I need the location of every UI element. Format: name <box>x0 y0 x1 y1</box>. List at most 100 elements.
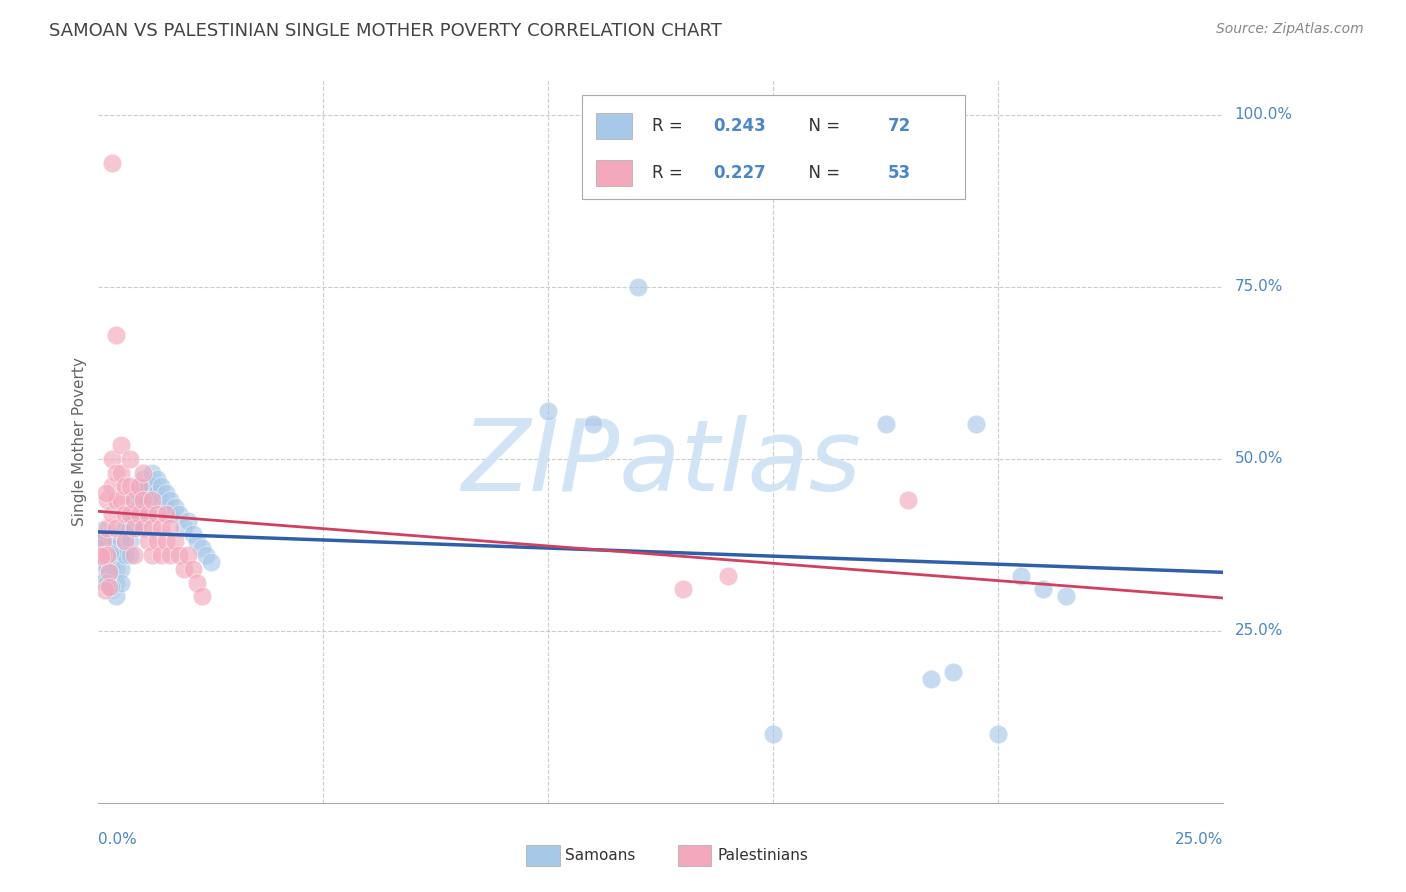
Point <box>101 541 124 556</box>
Point <box>186 575 208 590</box>
Point <box>124 493 146 508</box>
Point <box>101 156 124 170</box>
Point <box>118 507 141 521</box>
Point <box>96 575 118 590</box>
Point <box>114 479 136 493</box>
Text: 0.227: 0.227 <box>714 164 766 182</box>
Point <box>105 548 128 562</box>
Point <box>105 327 128 342</box>
Text: 53: 53 <box>889 164 911 182</box>
Point <box>150 548 173 562</box>
Text: 25.0%: 25.0% <box>1234 624 1282 639</box>
Point <box>96 520 118 534</box>
Point <box>101 555 124 569</box>
Point <box>93 574 115 589</box>
Text: 25.0%: 25.0% <box>1175 831 1223 847</box>
Point <box>118 479 141 493</box>
Point <box>191 590 214 604</box>
Point <box>110 562 132 576</box>
Point <box>150 520 173 534</box>
Point <box>159 507 181 521</box>
Point <box>105 466 128 480</box>
Point <box>141 548 163 562</box>
Point <box>98 565 121 579</box>
Point <box>155 486 177 500</box>
Point <box>98 580 121 594</box>
Text: 0.0%: 0.0% <box>98 831 138 847</box>
Point <box>105 562 128 576</box>
Point <box>159 493 181 508</box>
Point <box>169 548 191 562</box>
Text: 75.0%: 75.0% <box>1234 279 1282 294</box>
Point <box>672 582 695 597</box>
Point <box>91 548 114 562</box>
Point <box>159 548 181 562</box>
Point <box>105 575 128 590</box>
FancyBboxPatch shape <box>582 95 965 200</box>
Point <box>118 548 141 562</box>
Point <box>110 534 132 549</box>
Point <box>717 568 740 582</box>
Point <box>91 562 114 576</box>
Point <box>110 575 132 590</box>
Point <box>141 479 163 493</box>
Point <box>875 417 897 432</box>
Text: 100.0%: 100.0% <box>1234 107 1292 122</box>
Point <box>537 403 560 417</box>
Point <box>177 514 200 528</box>
FancyBboxPatch shape <box>596 113 631 139</box>
Point <box>114 534 136 549</box>
Point <box>146 472 169 486</box>
FancyBboxPatch shape <box>596 161 631 186</box>
Text: 50.0%: 50.0% <box>1234 451 1282 467</box>
Point <box>920 672 942 686</box>
Point <box>114 507 136 521</box>
Point <box>163 500 186 514</box>
Point <box>96 548 118 562</box>
Text: ZIPatlas: ZIPatlas <box>461 415 860 512</box>
Point <box>141 493 163 508</box>
Point <box>173 520 195 534</box>
Point <box>96 568 118 582</box>
Point <box>124 548 146 562</box>
Point <box>96 534 118 549</box>
Point <box>163 534 186 549</box>
Point <box>94 582 117 597</box>
FancyBboxPatch shape <box>678 846 711 865</box>
Point <box>101 479 124 493</box>
Point <box>105 520 128 534</box>
Point <box>94 486 117 500</box>
Point <box>1054 590 1077 604</box>
Point <box>97 565 120 579</box>
Point <box>1010 568 1032 582</box>
Point <box>101 582 124 597</box>
Point <box>101 568 124 582</box>
Point <box>195 548 218 562</box>
Text: Samoans: Samoans <box>565 848 636 863</box>
Point <box>136 493 159 508</box>
Point <box>582 417 605 432</box>
Text: N =: N = <box>799 164 845 182</box>
Point <box>155 534 177 549</box>
Point <box>97 550 120 565</box>
Point <box>181 527 204 541</box>
Y-axis label: Single Mother Poverty: Single Mother Poverty <box>72 357 87 526</box>
Point <box>114 534 136 549</box>
Point <box>91 534 114 549</box>
Text: SAMOAN VS PALESTINIAN SINGLE MOTHER POVERTY CORRELATION CHART: SAMOAN VS PALESTINIAN SINGLE MOTHER POVE… <box>49 22 723 40</box>
Point <box>118 520 141 534</box>
Point <box>128 507 150 521</box>
Point <box>965 417 987 432</box>
Point <box>91 534 114 549</box>
Point <box>136 507 159 521</box>
Point <box>1032 582 1054 597</box>
Point <box>155 507 177 521</box>
Point <box>110 493 132 508</box>
Point <box>136 507 159 521</box>
Point <box>128 486 150 500</box>
Point <box>128 514 150 528</box>
Point <box>90 549 112 563</box>
Point <box>91 534 114 549</box>
FancyBboxPatch shape <box>526 846 560 865</box>
Point <box>136 479 159 493</box>
